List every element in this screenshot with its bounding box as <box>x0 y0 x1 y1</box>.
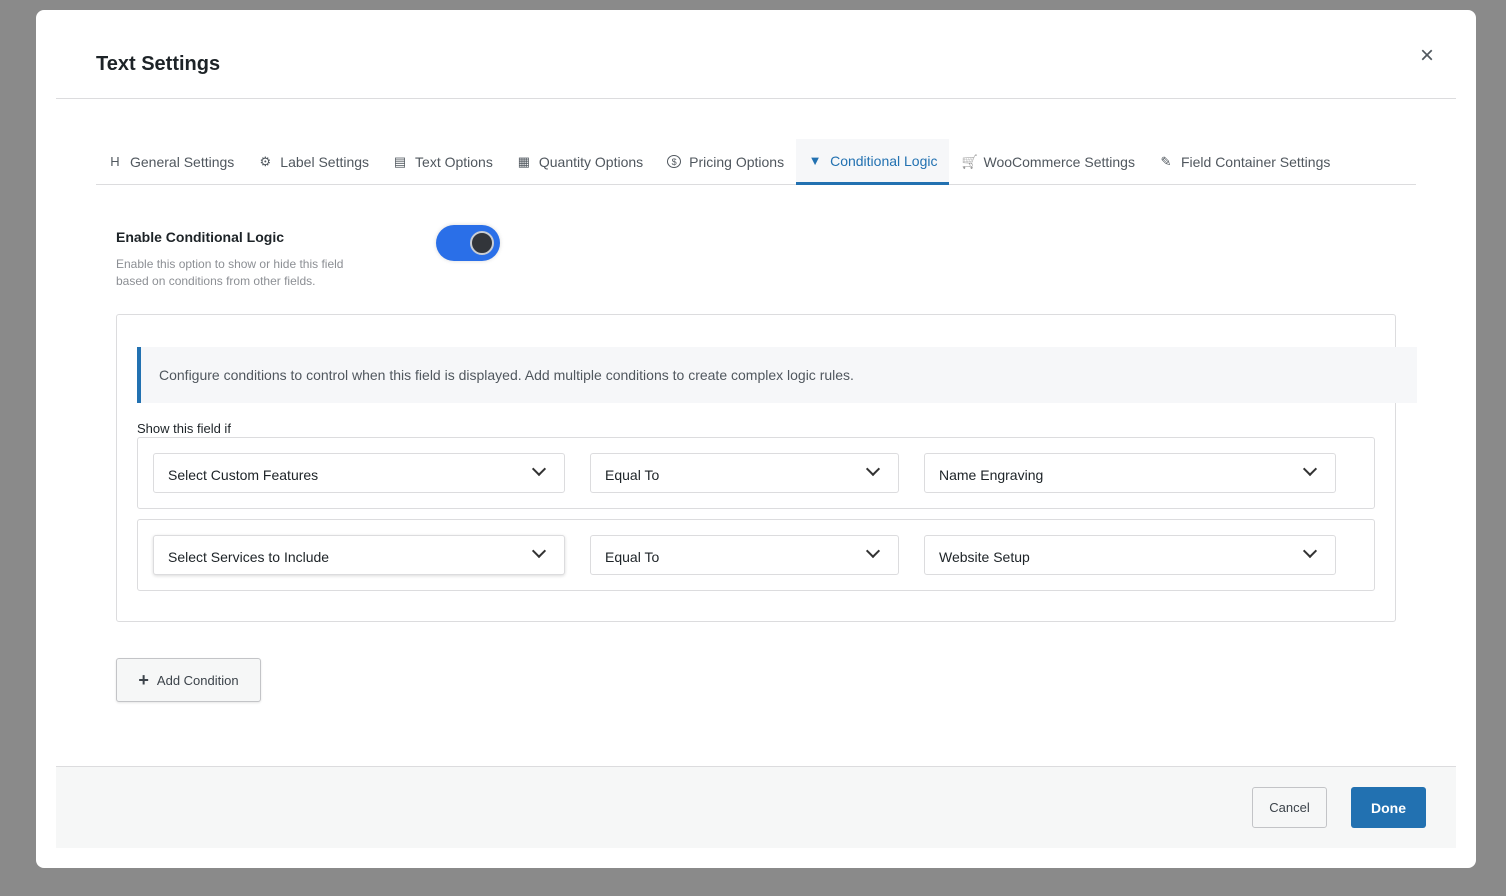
select-value: Name Engraving <box>939 467 1044 483</box>
select-value: Website Setup <box>939 549 1030 565</box>
calculator-icon: ▦ <box>517 153 530 169</box>
filter-icon: ▼ <box>808 153 822 168</box>
tab-label-settings[interactable]: ⚙ Label Settings <box>246 139 381 184</box>
condition-operator-select[interactable]: Equal To <box>590 535 899 575</box>
dollar-circle-icon: $ <box>667 155 682 168</box>
tab-label: Field Container Settings <box>1180 153 1331 170</box>
chevron-down-icon <box>1302 543 1318 559</box>
cancel-button[interactable]: Cancel <box>1252 787 1327 828</box>
gear-icon: ⚙ <box>259 153 272 169</box>
enable-conditional-logic-description: Enable this option to show or hide this … <box>116 257 344 288</box>
tab-field-container-settings[interactable]: ✎ Field Container Settings <box>1147 139 1342 184</box>
condition-field-select[interactable]: Select Services to Include <box>153 535 565 575</box>
add-condition-button[interactable]: + Add Condition <box>116 658 261 702</box>
tab-pricing-options[interactable]: $ Pricing Options <box>655 139 796 184</box>
condition-operator-select[interactable]: Equal To <box>590 453 899 493</box>
chevron-down-icon <box>865 543 881 559</box>
chevron-down-icon <box>531 543 547 559</box>
tab-label: Text Options <box>415 153 493 170</box>
condition-value-select[interactable]: Name Engraving <box>924 453 1336 493</box>
select-value: Equal To <box>605 549 660 565</box>
condition-row: Select Services to Include Equal To Webs… <box>137 519 1375 591</box>
done-button[interactable]: Done <box>1351 787 1426 828</box>
tab-bar: H General Settings ⚙ Label Settings ▤ Text … <box>96 139 1416 185</box>
divider <box>56 98 1456 99</box>
chevron-down-icon <box>1302 461 1318 477</box>
tab-general-settings[interactable]: H General Settings <box>96 139 246 184</box>
condition-field-select[interactable]: Select Custom Features <box>153 453 565 493</box>
modal-title: Text Settings <box>96 53 221 75</box>
chevron-down-icon <box>865 461 881 477</box>
select-value: Equal To <box>605 467 660 483</box>
pin-icon: ✎ <box>1160 153 1172 169</box>
tab-text-options[interactable]: ▤ Text Options <box>381 139 505 184</box>
tab-label: Label Settings <box>280 153 370 170</box>
show-if-label: Show this field if <box>137 421 231 436</box>
tab-label: WooCommerce Settings <box>983 153 1135 170</box>
tab-label: Conditional Logic <box>830 152 938 169</box>
tab-quantity-options[interactable]: ▦ Quantity Options <box>505 139 655 184</box>
enable-conditional-logic-toggle[interactable] <box>436 225 500 261</box>
condition-row: Select Custom Features Equal To Name Eng… <box>137 437 1375 509</box>
select-value: Select Services to Include <box>168 549 330 565</box>
conditions-panel: Configure conditions to control when thi… <box>116 314 1417 622</box>
tab-conditional-logic[interactable]: ▼ Conditional Logic <box>796 139 950 185</box>
tab-label: Pricing Options <box>689 153 785 170</box>
chevron-down-icon <box>531 461 547 477</box>
toggle-knob <box>470 231 494 255</box>
cart-icon: 🛒 <box>961 153 978 169</box>
tab-label: General Settings <box>130 153 235 170</box>
modal-footer: Cancel Done <box>56 766 1456 848</box>
plus-icon: + <box>138 669 149 690</box>
select-value: Select Custom Features <box>168 467 319 483</box>
button-label: Add Condition <box>156 672 239 688</box>
list-icon: ▤ <box>393 153 407 169</box>
text-settings-modal: Text Settings × H General Settings ⚙ Label… <box>36 10 1476 868</box>
close-icon[interactable]: × <box>1420 42 1435 69</box>
tab-woocommerce-settings[interactable]: 🛒 WooCommerce Settings <box>949 139 1146 184</box>
info-notice: Configure conditions to control when thi… <box>137 347 1417 403</box>
tab-label: Quantity Options <box>538 153 644 170</box>
condition-value-select[interactable]: Website Setup <box>924 535 1336 575</box>
enable-conditional-logic-label: Enable Conditional Logic <box>116 229 284 245</box>
heading-icon: H <box>110 154 120 169</box>
